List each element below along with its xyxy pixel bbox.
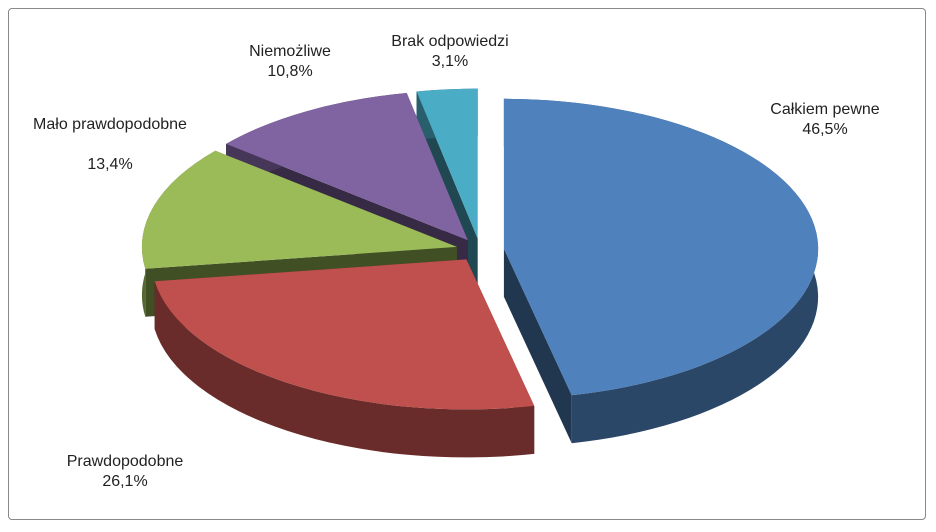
category-label: Brak odpowiedzi (391, 33, 509, 50)
chart-frame (8, 8, 926, 520)
value-label: 10,8% (267, 63, 313, 80)
category-label: Mało prawdopodobne (33, 116, 187, 133)
category-label: Niemożliwe (249, 43, 331, 60)
category-label: Prawdopodobne (66, 453, 184, 470)
value-label: 26,1% (102, 473, 148, 490)
slice (141, 150, 457, 269)
slice-side (503, 248, 572, 444)
value-label: 46,5% (802, 121, 848, 138)
slice (154, 259, 535, 410)
slice (226, 93, 468, 241)
category-label: Całkiem pewne (770, 101, 880, 118)
slice (416, 88, 478, 239)
value-label: 3,1% (431, 53, 469, 70)
slice-wall (154, 281, 535, 458)
value-label: 13,4% (87, 156, 133, 173)
slice (503, 98, 819, 396)
